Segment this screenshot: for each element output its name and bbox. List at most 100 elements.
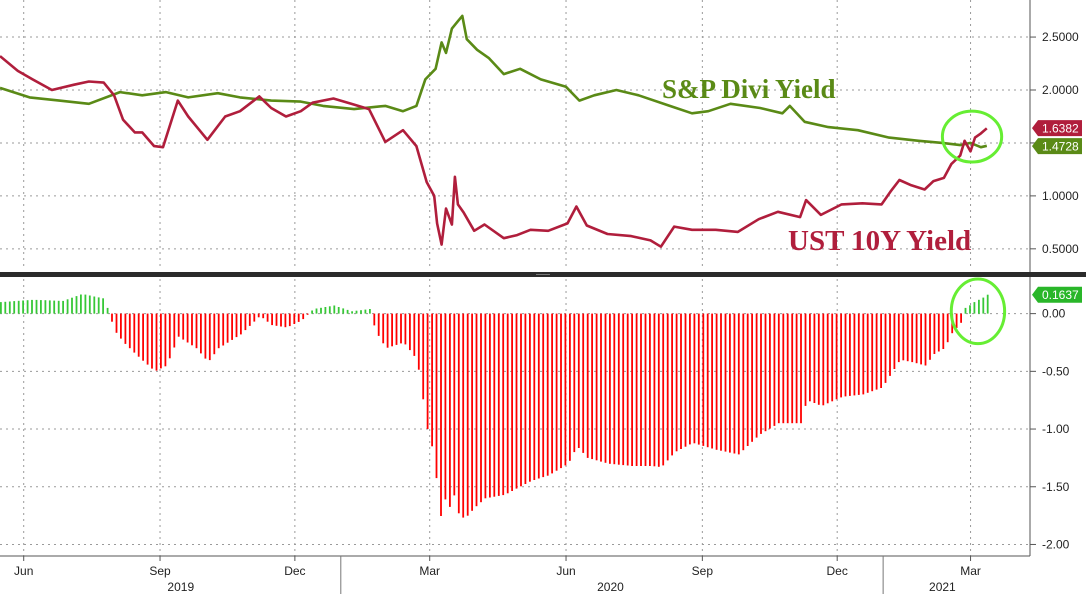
spread-bar (582, 313, 585, 453)
spread-bar (271, 313, 273, 326)
spread-bar (275, 313, 278, 326)
spread-bar (480, 313, 482, 503)
spread-bar (764, 313, 767, 432)
spread-bar (253, 313, 256, 322)
spread-bar (537, 313, 540, 479)
spread-bar (66, 299, 69, 314)
y-tick-label: 2.0000 (1042, 83, 1079, 97)
spread-bar (915, 313, 918, 364)
spread-bar (773, 313, 776, 426)
spread-bar (853, 313, 856, 396)
yield-lines (0, 14, 988, 248)
spread-bar (844, 313, 847, 397)
spread-bar (217, 313, 220, 349)
spread-bar (373, 313, 376, 326)
spread-bar (262, 313, 265, 319)
spread-bar (902, 313, 905, 361)
spread-bar (533, 313, 536, 480)
spread-bar (737, 313, 740, 455)
spread-bar (124, 313, 127, 344)
spread-bar (328, 306, 331, 314)
spread-bar (137, 313, 140, 357)
spread-bar (13, 301, 16, 314)
x-year-label: 2021 (929, 580, 956, 594)
spread-bar (889, 313, 891, 376)
spread-bar (22, 300, 24, 314)
spread-bar (662, 313, 665, 466)
spread-bar (88, 295, 91, 314)
spread-bar (609, 313, 611, 464)
spread-bar (880, 313, 882, 388)
spread-bar (280, 313, 282, 327)
spread-bar (657, 313, 660, 467)
spread-bar (649, 313, 651, 466)
spread-bar (644, 313, 647, 466)
spread-bar (204, 313, 207, 359)
spread-bar (857, 313, 860, 395)
spread-bar (97, 297, 100, 314)
y-tick-label: -1.50 (1042, 480, 1070, 494)
spread-bar (62, 300, 64, 314)
spread-bar (173, 313, 176, 348)
x-month-label: Sep (692, 564, 714, 578)
spread-bar (288, 313, 291, 327)
spread-bar (297, 313, 300, 322)
spread-bar (120, 313, 122, 339)
spread-bar (942, 313, 945, 349)
x-month-label: Mar (960, 564, 981, 578)
spread-bar (515, 313, 518, 489)
spread-bar (520, 313, 522, 487)
x-month-label: Sep (149, 564, 171, 578)
x-month-label: Jun (556, 564, 575, 578)
spread-bar (186, 313, 189, 343)
spread-bar (689, 313, 691, 445)
spread-bar (395, 313, 398, 345)
spread-last-value-badge-bg (1032, 286, 1082, 303)
spread-bar (702, 313, 705, 446)
spread-bar (751, 313, 753, 442)
spread-bar (955, 313, 958, 328)
spread-bar (555, 313, 558, 471)
highlight-ellipse-bottom (949, 277, 1007, 346)
spread-bar (200, 313, 202, 354)
spread-bar (591, 313, 593, 460)
spread-bar (17, 300, 20, 314)
spread-bar (617, 313, 620, 465)
spread-bar (978, 299, 980, 314)
spread-bar (248, 313, 251, 326)
spread-bar (462, 313, 465, 518)
y-tick-label: 0.00 (1042, 307, 1066, 321)
spread-bar (729, 313, 731, 453)
x-axis-labels: Jun Sep Dec Mar Jun Sep Dec Mar 2019 2020 2021 (14, 556, 981, 594)
spread-bar (502, 313, 505, 496)
spread-bar (711, 313, 713, 449)
spread-bar (71, 297, 73, 314)
x-month-label: Jun (14, 564, 33, 578)
spread-bar (635, 313, 638, 466)
spread-bar (511, 313, 513, 491)
spread-bar (333, 305, 336, 314)
ust-last-value-badge: 1.6382 (1032, 120, 1082, 137)
spread-bar (671, 313, 673, 456)
spread-bar (355, 310, 358, 314)
spread-bar (377, 313, 380, 336)
spread-bar (208, 313, 211, 361)
spread-bar (809, 313, 811, 402)
spread-bar (600, 313, 602, 462)
spread-bar (222, 313, 225, 346)
spread-bar (457, 313, 460, 514)
spread-bar (75, 296, 78, 314)
spread-bar (546, 313, 549, 476)
divi-last-value-badge-label: 1.4728 (1042, 140, 1079, 154)
spread-bar (475, 313, 478, 507)
spread-bar (795, 313, 798, 424)
spread-bar (324, 307, 327, 314)
spread-bar (35, 299, 38, 314)
x-month-label: Dec (284, 564, 305, 578)
spread-bar (813, 313, 816, 403)
spread-bar (115, 313, 118, 333)
x-month-label: Dec (827, 564, 848, 578)
spread-bar (840, 313, 842, 398)
spread-bar (755, 313, 758, 438)
